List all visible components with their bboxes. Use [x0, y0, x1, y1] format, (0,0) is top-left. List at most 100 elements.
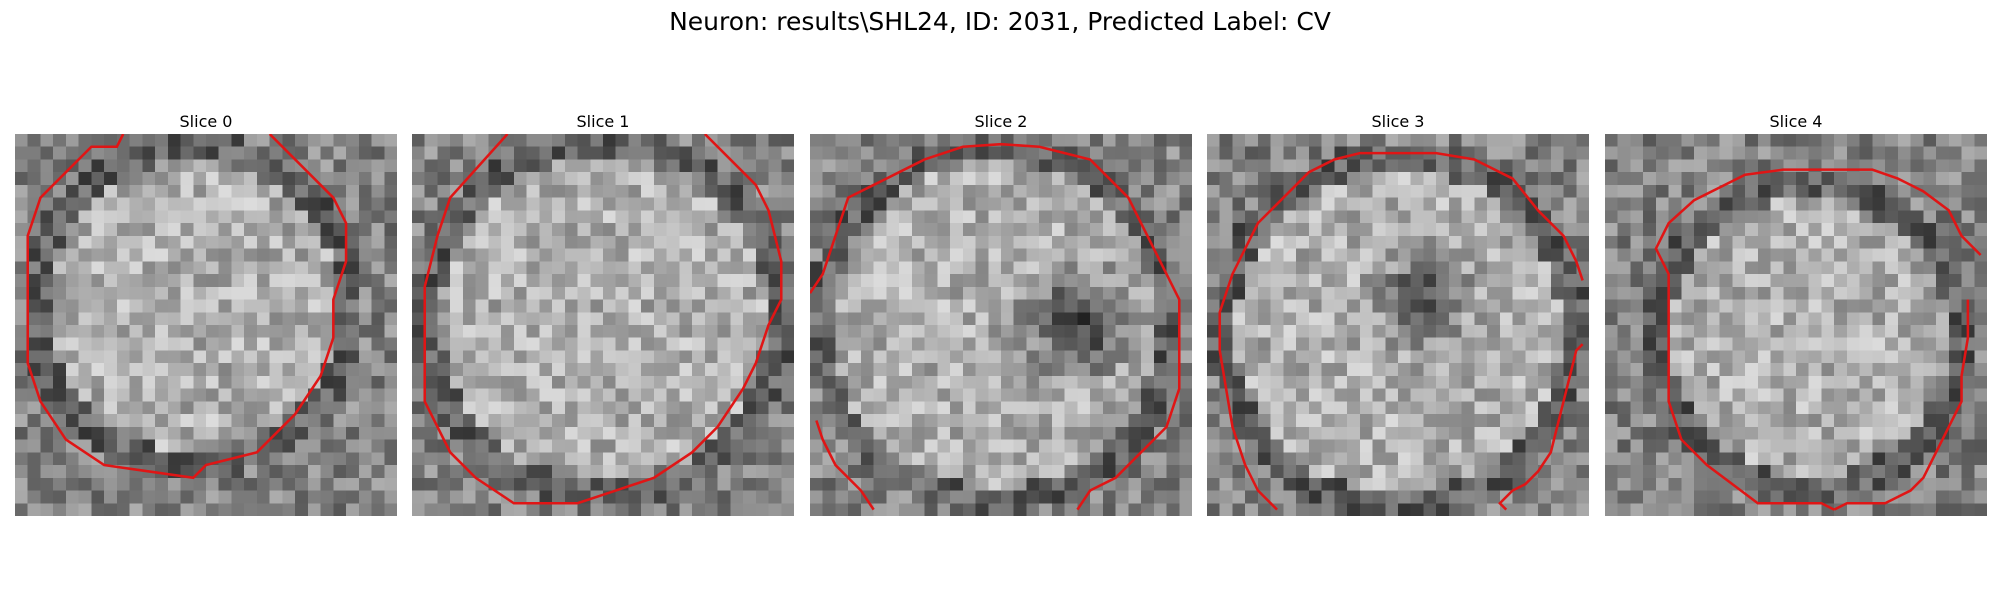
pixel [412, 325, 425, 338]
pixel [371, 350, 385, 364]
pixel [1834, 248, 1847, 262]
pixel [704, 210, 718, 224]
pixel [78, 363, 92, 376]
pixel [1461, 134, 1475, 147]
pixel [1385, 134, 1398, 147]
pixel [206, 197, 219, 211]
pixel [704, 235, 718, 249]
pixel [320, 197, 334, 211]
pixel [810, 388, 823, 402]
pixel [1576, 159, 1589, 173]
pixel [65, 210, 79, 224]
pixel [437, 134, 451, 147]
pixel [653, 439, 667, 453]
pixel [1617, 477, 1631, 491]
pixel [1948, 197, 1962, 211]
pixel [142, 146, 156, 160]
pixel [412, 235, 425, 249]
pixel [975, 363, 989, 376]
pixel [1821, 172, 1835, 185]
pixel [730, 223, 744, 236]
pixel [1745, 325, 1758, 338]
pixel [384, 274, 397, 287]
pixel [1605, 248, 1618, 262]
pixel [1538, 146, 1551, 160]
pixel [231, 184, 245, 198]
pixel [1643, 299, 1656, 313]
pixel [962, 414, 976, 427]
pixel [1550, 325, 1564, 338]
pixel [27, 439, 41, 453]
pixel [116, 337, 130, 351]
pixel [1961, 388, 1975, 402]
pixel [231, 286, 245, 300]
pixel [1846, 223, 1860, 236]
pixel [1039, 439, 1052, 453]
pixel [358, 477, 372, 491]
pixel [1525, 248, 1539, 262]
pixel [244, 337, 257, 351]
pixel [1719, 388, 1733, 402]
pixel [1550, 274, 1564, 287]
pixel [886, 325, 900, 338]
pixel [899, 350, 912, 364]
pixel [873, 414, 887, 427]
pixel [129, 134, 143, 147]
pixel [692, 477, 705, 491]
pixel [1013, 414, 1027, 427]
pixel [231, 465, 245, 478]
pixel [962, 134, 976, 147]
pixel [53, 388, 66, 402]
pixel [590, 503, 603, 516]
pixel [65, 274, 79, 287]
pixel [269, 299, 283, 313]
pixel [653, 312, 667, 325]
pixel [295, 477, 308, 491]
pixel [1668, 223, 1682, 236]
pixel [244, 465, 257, 478]
pixel [1423, 235, 1437, 249]
pixel [717, 363, 731, 376]
pixel [1923, 439, 1937, 453]
pixel [835, 286, 849, 300]
pixel [424, 172, 438, 185]
pixel [371, 503, 385, 516]
pixel [1808, 388, 1822, 402]
pixel [822, 503, 836, 516]
pixel [1347, 248, 1360, 262]
pixel [539, 184, 553, 198]
pixel [307, 363, 321, 376]
pixel [475, 223, 489, 236]
pixel [1706, 261, 1720, 275]
pixel [1039, 414, 1052, 427]
pixel [704, 172, 718, 185]
pixel [1936, 350, 1949, 364]
pixel [358, 223, 372, 236]
pixel [1001, 197, 1014, 211]
pixel [755, 172, 769, 185]
pixel [1153, 350, 1167, 364]
pixel [320, 503, 334, 516]
pixel [218, 325, 232, 338]
pixel [1655, 503, 1669, 516]
pixel [1166, 197, 1180, 211]
pixel [1668, 490, 1682, 504]
pixel [384, 426, 397, 440]
pixel [615, 426, 629, 440]
pixel [1732, 401, 1746, 415]
pixel [218, 465, 232, 478]
pixel [1538, 375, 1551, 389]
pixel [1974, 388, 1987, 402]
pixel [962, 312, 976, 325]
pixel [1770, 375, 1784, 389]
pixel [924, 388, 938, 402]
pixel [704, 197, 718, 211]
pixel [1796, 172, 1809, 185]
pixel [577, 414, 591, 427]
pixel [1859, 452, 1873, 466]
pixel [1039, 223, 1052, 236]
pixel [1283, 337, 1297, 351]
pixel [1359, 439, 1373, 453]
pixel [975, 312, 989, 325]
pixel [730, 146, 744, 160]
